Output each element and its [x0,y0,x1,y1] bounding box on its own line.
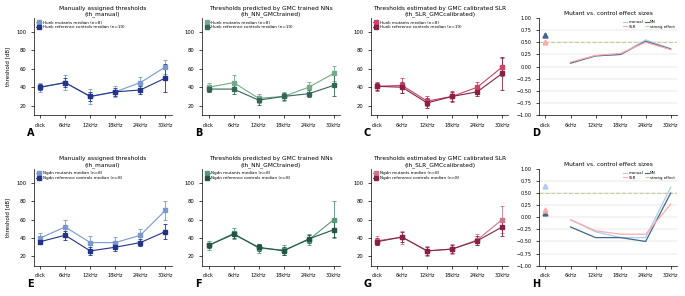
Title: Manually assigned thresholds
(th_manual): Manually assigned thresholds (th_manual) [59,6,147,17]
Text: A: A [27,128,34,138]
Legend: Ngdn mutants median (n=8), Ngdn reference controls median (n=8): Ngdn mutants median (n=8), Ngdn referenc… [204,171,291,181]
Y-axis label: threshold [dB]: threshold [dB] [5,47,10,86]
Title: Thresholds predicted by GMC trained NNs
(th_NN_GMCtrained): Thresholds predicted by GMC trained NNs … [210,156,333,168]
Title: Mutant vs. control effect sizes: Mutant vs. control effect sizes [564,162,653,167]
Text: B: B [195,128,203,138]
Title: Thresholds estimated by GMC calibrated SLR
(th_SLR_GMCcalibrated): Thresholds estimated by GMC calibrated S… [373,6,506,17]
Legend: manual, SLR, NN, strong effect: manual, SLR, NN, strong effect [623,20,675,29]
Y-axis label: threshold [dB]: threshold [dB] [5,198,10,237]
Legend: Hunk mutants median (n=8), Hunk reference controls median (n=19): Hunk mutants median (n=8), Hunk referenc… [36,20,125,30]
Legend: Hunk mutants median (n=8), Hunk reference controls median (n=19): Hunk mutants median (n=8), Hunk referenc… [204,20,293,30]
Title: Thresholds predicted by GMC trained NNs
(th_NN_GMCtrained): Thresholds predicted by GMC trained NNs … [210,6,333,17]
Text: C: C [364,128,371,138]
Title: Manually assigned thresholds
(th_manual): Manually assigned thresholds (th_manual) [59,156,147,168]
Legend: Ngdn mutants median (n=8), Ngdn reference controls median (n=8): Ngdn mutants median (n=8), Ngdn referenc… [36,171,123,181]
Text: G: G [364,279,372,289]
Text: E: E [27,279,34,289]
Text: F: F [195,279,202,289]
Title: Thresholds estimated by GMC calibrated SLR
(th_SLR_GMCcalibrated): Thresholds estimated by GMC calibrated S… [373,156,506,168]
Text: D: D [532,128,540,138]
Title: Mutant vs. control effect sizes: Mutant vs. control effect sizes [564,11,653,16]
Text: H: H [532,279,540,289]
Legend: manual, SLR, NN, strong effect: manual, SLR, NN, strong effect [623,171,675,180]
Legend: Ngdn mutants median (n=8), Ngdn reference controls median (n=8): Ngdn mutants median (n=8), Ngdn referenc… [373,171,460,181]
Legend: Hunk mutants median (n=8), Hunk reference controls median (n=19): Hunk mutants median (n=8), Hunk referenc… [373,20,462,30]
